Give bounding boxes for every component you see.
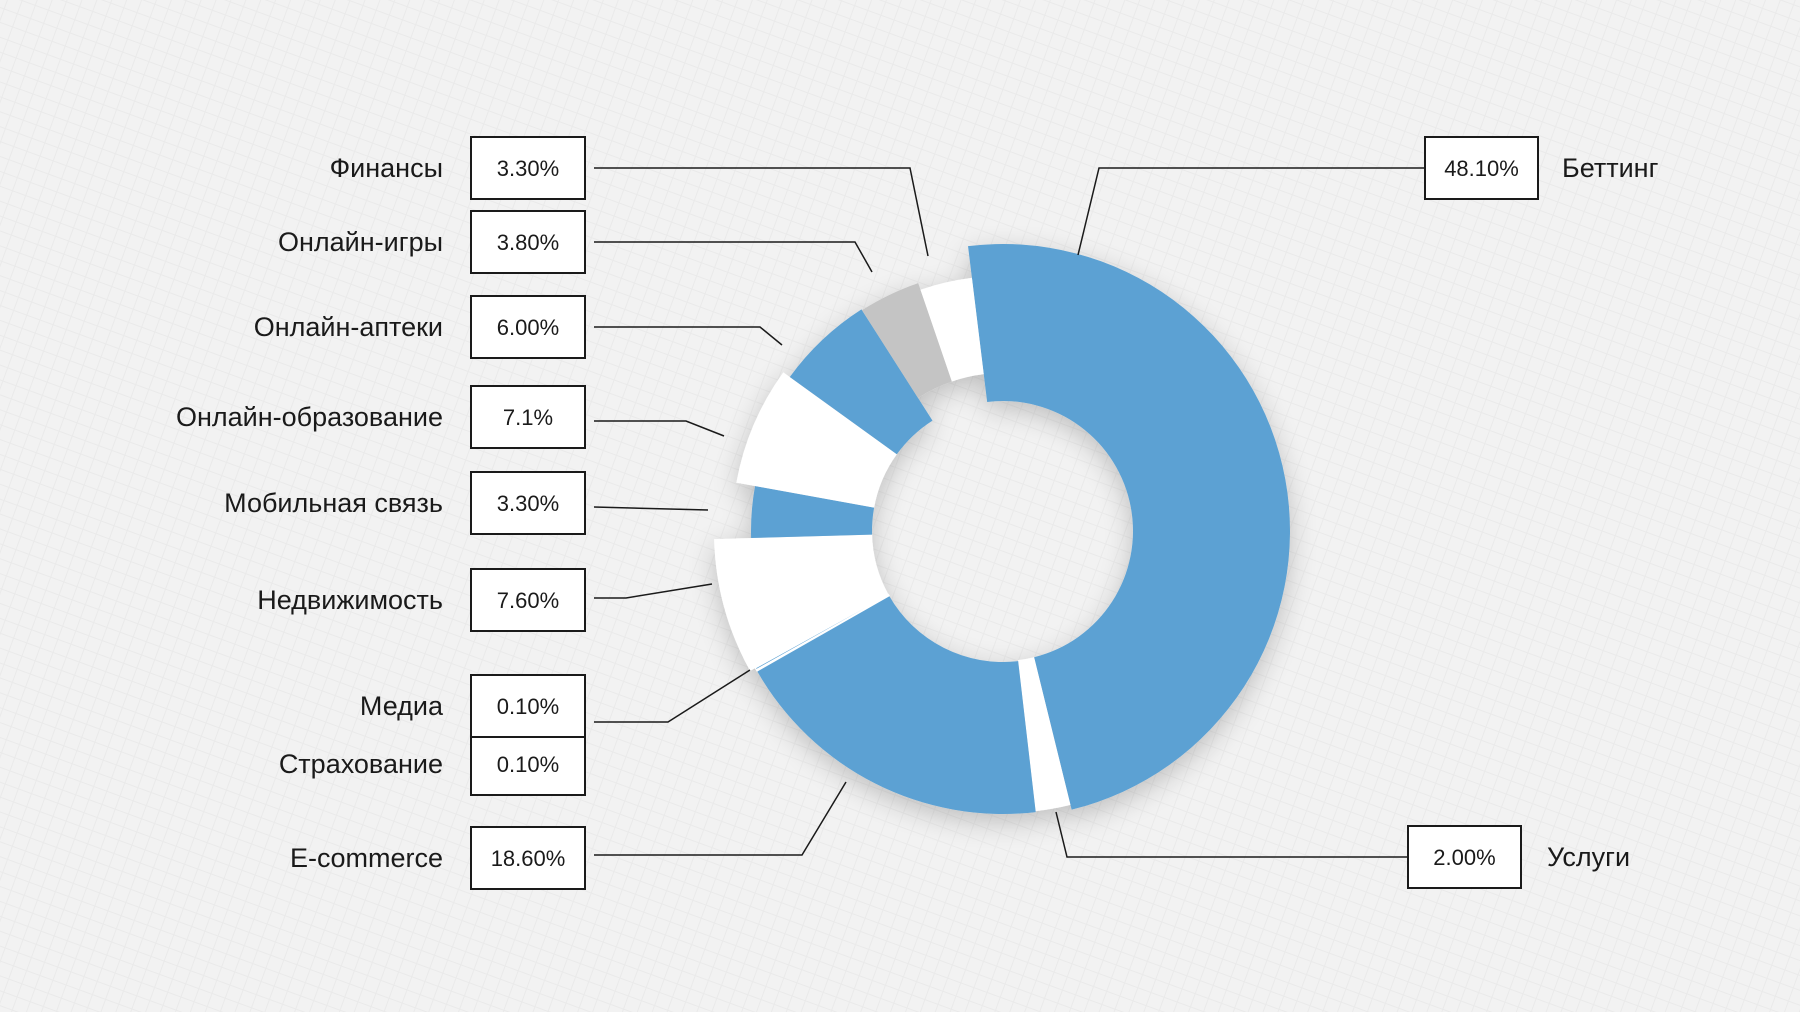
leader-line-mobilnaya-svyaz	[593, 506, 709, 511]
category-label-nedvizhimost: Недвижимость	[257, 585, 443, 615]
value-box-onlayn-apteki	[470, 295, 586, 359]
value-label-media: 0.10%	[497, 694, 559, 719]
value-label-onlayn-igry: 3.80%	[497, 230, 559, 255]
donut-ring	[714, 244, 1290, 814]
value-box-mobilnaya-svyaz	[470, 471, 586, 535]
leader-line-uslugi	[1055, 811, 1408, 858]
value-label-onlayn-apteki: 6.00%	[497, 315, 559, 340]
slice-onlayn-apteki	[789, 309, 933, 455]
slice-finansy	[920, 277, 984, 382]
category-label-e-commerce: E-commerce	[290, 843, 443, 873]
value-box-nedvizhimost	[470, 568, 586, 632]
slice-onlayn-obrazovanie	[736, 372, 897, 508]
value-label-nedvizhimost: 7.60%	[497, 588, 559, 613]
category-label-strahovanie: Страхование	[279, 749, 443, 779]
slice-onlayn-igry	[861, 283, 952, 398]
category-label-onlayn-obrazovanie: Онлайн-образование	[176, 402, 443, 432]
value-label-uslugi: 2.00%	[1433, 845, 1495, 870]
value-label-strahovanie: 0.10%	[497, 752, 559, 777]
value-box-onlayn-igry	[470, 210, 586, 274]
slice-mobilnaya-svyaz	[751, 486, 875, 539]
chart-labels: 48.10% Беттинг 2.00% Услуги 18.60% E-commerce…	[176, 136, 1659, 890]
value-label-finansy: 3.30%	[497, 156, 559, 181]
value-label-mobilnaya-svyaz: 3.30%	[497, 491, 559, 516]
value-label-betting: 48.10%	[1444, 156, 1519, 181]
leader-line-onlayn-apteki	[594, 326, 783, 346]
value-box-onlayn-obrazovanie	[470, 385, 586, 449]
value-label-e-commerce: 18.60%	[491, 846, 566, 871]
leader-line-onlayn-obrazovanie	[594, 420, 725, 437]
value-box-strahovanie	[470, 732, 586, 796]
category-label-mobilnaya-svyaz: Мобильная связь	[224, 488, 443, 518]
category-label-betting: Беттинг	[1562, 153, 1659, 183]
leader-line-media	[594, 669, 751, 723]
category-label-media: Медиа	[360, 691, 444, 721]
value-label-onlayn-obrazovanie: 7.1%	[503, 405, 553, 430]
category-label-onlayn-apteki: Онлайн-аптеки	[254, 312, 443, 342]
category-label-uslugi: Услуги	[1547, 842, 1630, 872]
value-box-finansy	[470, 136, 586, 200]
slice-betting	[968, 244, 1290, 810]
value-box-media	[470, 674, 586, 738]
slice-uslugi	[1018, 657, 1071, 812]
category-label-finansy: Финансы	[330, 153, 443, 183]
value-box-uslugi	[1407, 825, 1522, 889]
leader-line-onlayn-igry	[594, 241, 873, 273]
leader-line-nedvizhimost	[594, 583, 713, 599]
leader-line-betting	[1077, 167, 1425, 256]
value-box-e-commerce	[470, 826, 586, 890]
slice-e-commerce	[757, 595, 1036, 814]
leader-line-finansy	[594, 167, 929, 257]
category-label-onlayn-igry: Онлайн-игры	[278, 227, 443, 257]
leader-line-e-commerce	[594, 781, 847, 856]
value-box-betting	[1424, 136, 1539, 200]
slice-nedvizhimost	[714, 534, 889, 671]
leader-lines	[593, 167, 1425, 858]
